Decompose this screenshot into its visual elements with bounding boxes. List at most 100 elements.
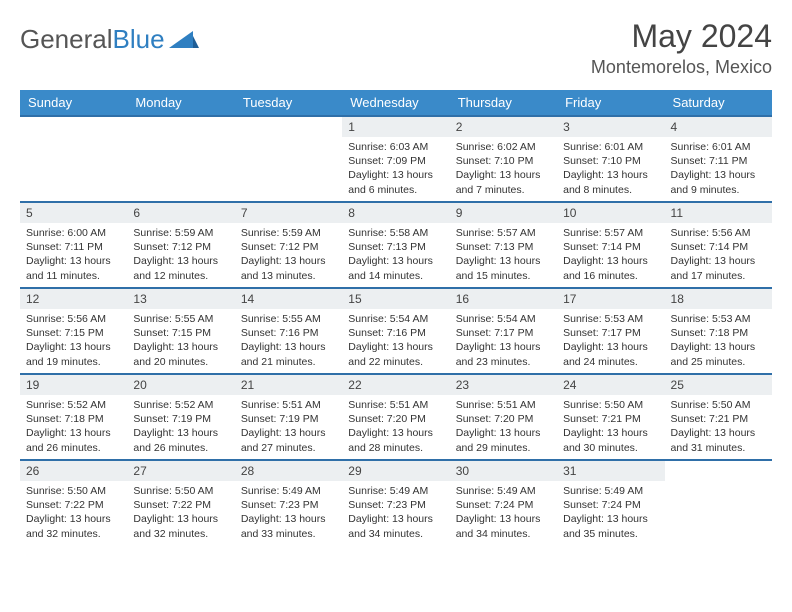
day-details: Sunrise: 5:56 AMSunset: 7:15 PMDaylight:… [20, 309, 127, 373]
calendar-day-cell: 18Sunrise: 5:53 AMSunset: 7:18 PMDayligh… [665, 288, 772, 374]
calendar-day-cell: 8Sunrise: 5:58 AMSunset: 7:13 PMDaylight… [342, 202, 449, 288]
calendar-week-row: 5Sunrise: 6:00 AMSunset: 7:11 PMDaylight… [20, 202, 772, 288]
brand-part1: General [20, 24, 113, 55]
calendar-day-cell: 29Sunrise: 5:49 AMSunset: 7:23 PMDayligh… [342, 460, 449, 546]
weekday-header: Tuesday [235, 90, 342, 116]
day-number: 3 [557, 117, 664, 137]
calendar-week-row: 12Sunrise: 5:56 AMSunset: 7:15 PMDayligh… [20, 288, 772, 374]
day-details: Sunrise: 5:52 AMSunset: 7:18 PMDaylight:… [20, 395, 127, 459]
calendar-day-cell: 1Sunrise: 6:03 AMSunset: 7:09 PMDaylight… [342, 116, 449, 202]
weekday-header: Wednesday [342, 90, 449, 116]
day-number: 13 [127, 289, 234, 309]
brand-part2: Blue [113, 24, 165, 55]
day-number: 28 [235, 461, 342, 481]
calendar-day-cell: 16Sunrise: 5:54 AMSunset: 7:17 PMDayligh… [450, 288, 557, 374]
day-details: Sunrise: 5:50 AMSunset: 7:21 PMDaylight:… [557, 395, 664, 459]
day-details: Sunrise: 5:49 AMSunset: 7:23 PMDaylight:… [235, 481, 342, 545]
calendar-day-cell: 5Sunrise: 6:00 AMSunset: 7:11 PMDaylight… [20, 202, 127, 288]
day-number: 22 [342, 375, 449, 395]
calendar-day-cell: 28Sunrise: 5:49 AMSunset: 7:23 PMDayligh… [235, 460, 342, 546]
calendar-day-cell: 20Sunrise: 5:52 AMSunset: 7:19 PMDayligh… [127, 374, 234, 460]
brand-logo: GeneralBlue [20, 24, 199, 55]
calendar-day-cell: 26Sunrise: 5:50 AMSunset: 7:22 PMDayligh… [20, 460, 127, 546]
calendar-day-cell: 19Sunrise: 5:52 AMSunset: 7:18 PMDayligh… [20, 374, 127, 460]
day-details: Sunrise: 5:53 AMSunset: 7:18 PMDaylight:… [665, 309, 772, 373]
calendar-day-cell: 10Sunrise: 5:57 AMSunset: 7:14 PMDayligh… [557, 202, 664, 288]
day-number: 19 [20, 375, 127, 395]
day-number: 23 [450, 375, 557, 395]
day-number: 31 [557, 461, 664, 481]
calendar-day-cell: 2Sunrise: 6:02 AMSunset: 7:10 PMDaylight… [450, 116, 557, 202]
day-details: Sunrise: 5:53 AMSunset: 7:17 PMDaylight:… [557, 309, 664, 373]
weekday-header: Thursday [450, 90, 557, 116]
calendar-day-cell: 13Sunrise: 5:55 AMSunset: 7:15 PMDayligh… [127, 288, 234, 374]
day-details: Sunrise: 5:51 AMSunset: 7:19 PMDaylight:… [235, 395, 342, 459]
day-details: Sunrise: 5:57 AMSunset: 7:13 PMDaylight:… [450, 223, 557, 287]
calendar-day-cell: 23Sunrise: 5:51 AMSunset: 7:20 PMDayligh… [450, 374, 557, 460]
day-number: 27 [127, 461, 234, 481]
day-details: Sunrise: 5:58 AMSunset: 7:13 PMDaylight:… [342, 223, 449, 287]
day-details: Sunrise: 5:51 AMSunset: 7:20 PMDaylight:… [342, 395, 449, 459]
day-number: 1 [342, 117, 449, 137]
calendar-header-row: SundayMondayTuesdayWednesdayThursdayFrid… [20, 90, 772, 116]
day-details: Sunrise: 5:49 AMSunset: 7:24 PMDaylight:… [557, 481, 664, 545]
calendar-day-cell: .. [127, 116, 234, 202]
header: GeneralBlue May 2024 Montemorelos, Mexic… [20, 18, 772, 78]
day-number: 9 [450, 203, 557, 223]
weekday-header: Friday [557, 90, 664, 116]
calendar-day-cell: 12Sunrise: 5:56 AMSunset: 7:15 PMDayligh… [20, 288, 127, 374]
day-details: Sunrise: 5:51 AMSunset: 7:20 PMDaylight:… [450, 395, 557, 459]
day-details: Sunrise: 5:55 AMSunset: 7:15 PMDaylight:… [127, 309, 234, 373]
calendar-day-cell: 30Sunrise: 5:49 AMSunset: 7:24 PMDayligh… [450, 460, 557, 546]
day-number: 10 [557, 203, 664, 223]
day-details: Sunrise: 5:54 AMSunset: 7:16 PMDaylight:… [342, 309, 449, 373]
day-number: 7 [235, 203, 342, 223]
day-number: 8 [342, 203, 449, 223]
day-number: 25 [665, 375, 772, 395]
calendar-day-cell: 25Sunrise: 5:50 AMSunset: 7:21 PMDayligh… [665, 374, 772, 460]
calendar-day-cell: 24Sunrise: 5:50 AMSunset: 7:21 PMDayligh… [557, 374, 664, 460]
day-details: Sunrise: 5:50 AMSunset: 7:22 PMDaylight:… [20, 481, 127, 545]
day-details: Sunrise: 5:57 AMSunset: 7:14 PMDaylight:… [557, 223, 664, 287]
day-details: Sunrise: 5:49 AMSunset: 7:24 PMDaylight:… [450, 481, 557, 545]
calendar-day-cell: 17Sunrise: 5:53 AMSunset: 7:17 PMDayligh… [557, 288, 664, 374]
day-details: Sunrise: 5:49 AMSunset: 7:23 PMDaylight:… [342, 481, 449, 545]
calendar-day-cell: 31Sunrise: 5:49 AMSunset: 7:24 PMDayligh… [557, 460, 664, 546]
logo-triangle-icon [169, 24, 199, 55]
day-details: Sunrise: 6:03 AMSunset: 7:09 PMDaylight:… [342, 137, 449, 201]
calendar-day-cell: 21Sunrise: 5:51 AMSunset: 7:19 PMDayligh… [235, 374, 342, 460]
day-number: 20 [127, 375, 234, 395]
day-number: 15 [342, 289, 449, 309]
calendar-day-cell: 7Sunrise: 5:59 AMSunset: 7:12 PMDaylight… [235, 202, 342, 288]
day-number: 21 [235, 375, 342, 395]
calendar-body: ......1Sunrise: 6:03 AMSunset: 7:09 PMDa… [20, 116, 772, 546]
day-number: 12 [20, 289, 127, 309]
day-details: Sunrise: 5:50 AMSunset: 7:22 PMDaylight:… [127, 481, 234, 545]
calendar-week-row: 26Sunrise: 5:50 AMSunset: 7:22 PMDayligh… [20, 460, 772, 546]
day-number: 2 [450, 117, 557, 137]
day-number: 18 [665, 289, 772, 309]
day-details: Sunrise: 5:52 AMSunset: 7:19 PMDaylight:… [127, 395, 234, 459]
calendar-day-cell: 22Sunrise: 5:51 AMSunset: 7:20 PMDayligh… [342, 374, 449, 460]
day-number: 11 [665, 203, 772, 223]
calendar-week-row: ......1Sunrise: 6:03 AMSunset: 7:09 PMDa… [20, 116, 772, 202]
day-details: Sunrise: 6:01 AMSunset: 7:10 PMDaylight:… [557, 137, 664, 201]
day-details: Sunrise: 5:56 AMSunset: 7:14 PMDaylight:… [665, 223, 772, 287]
calendar-day-cell: 3Sunrise: 6:01 AMSunset: 7:10 PMDaylight… [557, 116, 664, 202]
day-number: 6 [127, 203, 234, 223]
day-number: 4 [665, 117, 772, 137]
calendar-day-cell: .. [20, 116, 127, 202]
day-number: 29 [342, 461, 449, 481]
day-details: Sunrise: 5:54 AMSunset: 7:17 PMDaylight:… [450, 309, 557, 373]
day-number: 5 [20, 203, 127, 223]
day-details: Sunrise: 6:02 AMSunset: 7:10 PMDaylight:… [450, 137, 557, 201]
title-block: May 2024 Montemorelos, Mexico [591, 18, 772, 78]
day-details: Sunrise: 6:01 AMSunset: 7:11 PMDaylight:… [665, 137, 772, 201]
calendar-day-cell: .. [235, 116, 342, 202]
calendar-day-cell: 27Sunrise: 5:50 AMSunset: 7:22 PMDayligh… [127, 460, 234, 546]
calendar-week-row: 19Sunrise: 5:52 AMSunset: 7:18 PMDayligh… [20, 374, 772, 460]
month-title: May 2024 [591, 18, 772, 55]
calendar-day-cell: 14Sunrise: 5:55 AMSunset: 7:16 PMDayligh… [235, 288, 342, 374]
calendar-table: SundayMondayTuesdayWednesdayThursdayFrid… [20, 90, 772, 546]
calendar-day-cell: 15Sunrise: 5:54 AMSunset: 7:16 PMDayligh… [342, 288, 449, 374]
